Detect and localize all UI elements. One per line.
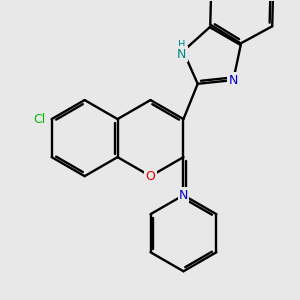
Text: O: O [146, 170, 155, 183]
Text: Cl: Cl [33, 112, 45, 126]
Text: N: N [177, 48, 186, 61]
Text: H: H [178, 40, 185, 50]
Text: N: N [179, 189, 188, 202]
Text: N: N [229, 74, 238, 87]
